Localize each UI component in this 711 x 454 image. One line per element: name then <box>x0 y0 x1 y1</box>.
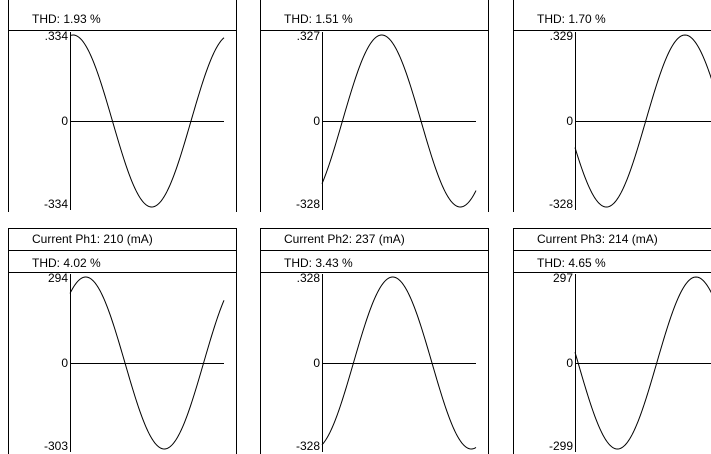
zero-line <box>322 121 476 122</box>
y-min-label: -328 <box>295 439 320 453</box>
panel-right-border <box>236 228 237 454</box>
panel-divider <box>8 228 237 229</box>
panel-left-border <box>260 0 261 212</box>
thd-label: THD: 3.43 % <box>284 256 353 270</box>
panel-left-border <box>260 228 261 454</box>
thd-label: THD: 1.51 % <box>284 12 353 26</box>
y-min-label: -299 <box>548 439 573 453</box>
panel-divider <box>260 272 489 273</box>
panel-left-border <box>513 228 514 454</box>
y-zero-label: 0 <box>61 356 68 370</box>
y-max-label: .334 <box>44 29 68 43</box>
y-max-label: .329 <box>549 29 573 43</box>
panel-right-border <box>488 0 489 212</box>
y-zero-label: 0 <box>61 114 68 128</box>
zero-line <box>70 363 224 364</box>
panel-divider <box>513 272 711 273</box>
panel-divider <box>260 30 489 31</box>
y-zero-label: 0 <box>313 114 320 128</box>
panel-current-ph2: Current Ph2: 237 (mA) THD: 3.43 % .328 0 -32… <box>260 228 489 454</box>
y-max-label: .328 <box>296 271 320 285</box>
panel-header: Current Ph3: 214 (mA) <box>537 232 658 246</box>
panel-header: Current Ph1: 210 (mA) <box>32 232 153 246</box>
y-max-label: 297 <box>552 271 573 285</box>
waveform-plot <box>69 34 225 208</box>
waveform-line <box>69 34 225 208</box>
y-min-label: -334 <box>43 197 68 211</box>
panel-divider <box>260 228 489 229</box>
waveform-plot <box>69 276 225 450</box>
panel-left-border <box>513 0 514 212</box>
panel-divider <box>8 30 237 31</box>
waveform-line <box>321 276 477 450</box>
waveform-line <box>574 34 711 208</box>
y-zero-label: 0 <box>313 356 320 370</box>
thd-label: THD: 4.65 % <box>537 256 606 270</box>
thd-label: THD: 1.70 % <box>537 12 606 26</box>
zero-line <box>322 363 476 364</box>
panel-header: Current Ph2: 237 (mA) <box>284 232 405 246</box>
panel-divider <box>513 250 711 251</box>
panel-left-border <box>8 228 9 454</box>
waveform-line <box>69 276 225 450</box>
panel-divider <box>8 250 237 251</box>
panel-divider <box>513 30 711 31</box>
waveform-plot <box>321 34 477 208</box>
waveform-line <box>321 34 477 208</box>
y-min-label: -328 <box>548 197 573 211</box>
zero-line <box>70 121 224 122</box>
y-zero-label: 0 <box>566 114 573 128</box>
waveform-plot <box>574 276 711 450</box>
waveform-plot <box>321 276 477 450</box>
panel-left-border <box>8 0 9 212</box>
panel-voltage-ph1: THD: 1.93 % .334 0 -334 <box>8 0 237 212</box>
y-zero-label: 0 <box>566 356 573 370</box>
panel-right-border <box>236 0 237 212</box>
waveform-line <box>574 276 711 450</box>
panel-divider <box>260 250 489 251</box>
zero-line <box>575 363 711 364</box>
panel-current-ph3: Current Ph3: 214 (mA) THD: 4.65 % 297 0 -299 <box>513 228 711 454</box>
thd-label: THD: 1.93 % <box>32 12 101 26</box>
waveform-plot <box>574 34 711 208</box>
thd-label: THD: 4.02 % <box>32 256 101 270</box>
panel-right-border <box>488 228 489 454</box>
panel-voltage-ph2: THD: 1.51 % .327 0 -328 <box>260 0 489 212</box>
panel-current-ph1: Current Ph1: 210 (mA) THD: 4.02 % 294 0 -303 <box>8 228 237 454</box>
y-min-label: -303 <box>43 439 68 453</box>
panel-divider <box>8 272 237 273</box>
y-max-label: .327 <box>296 29 320 43</box>
y-min-label: -328 <box>295 197 320 211</box>
panel-voltage-ph3: THD: 1.70 % .329 0 -328 <box>513 0 711 212</box>
panel-divider <box>513 228 711 229</box>
y-max-label: 294 <box>47 271 68 285</box>
zero-line <box>575 121 711 122</box>
